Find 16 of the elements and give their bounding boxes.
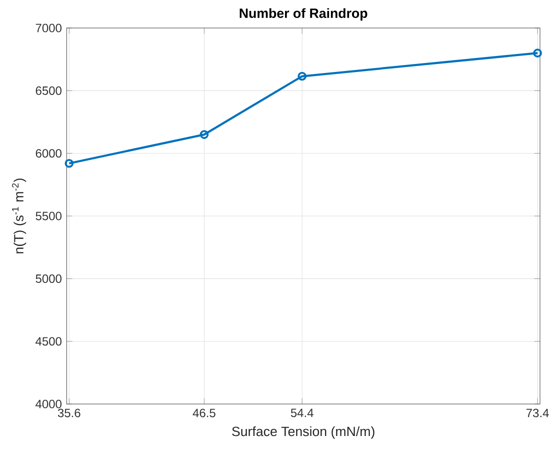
y-tick-label: 4000 (36, 400, 62, 408)
y-tick-label: 7000 (36, 24, 62, 32)
y-tick-label: 6000 (36, 149, 62, 158)
y-tick-label: 5000 (36, 274, 62, 283)
y-tick-label: 4500 (36, 337, 62, 346)
y-axis-title: n(T) (s$^{-1}$ m$^{-2}$) (12, 178, 26, 254)
point (200, 130, 209, 139)
x-axis-title: Surface Tension (mN/m) (232, 426, 374, 439)
x-tick-label: 54.4 (290, 408, 314, 418)
y-tick-label: 5500 (36, 212, 62, 220)
x-tick-label: 46.5 (192, 408, 216, 418)
point (298, 72, 306, 81)
x-tick-label: 35.6 (58, 408, 80, 418)
chart-title: Number of Raindrop (240, 8, 368, 21)
y-tick-label: 6500 (36, 86, 62, 95)
x-tick-label: 73.4 (526, 408, 549, 418)
